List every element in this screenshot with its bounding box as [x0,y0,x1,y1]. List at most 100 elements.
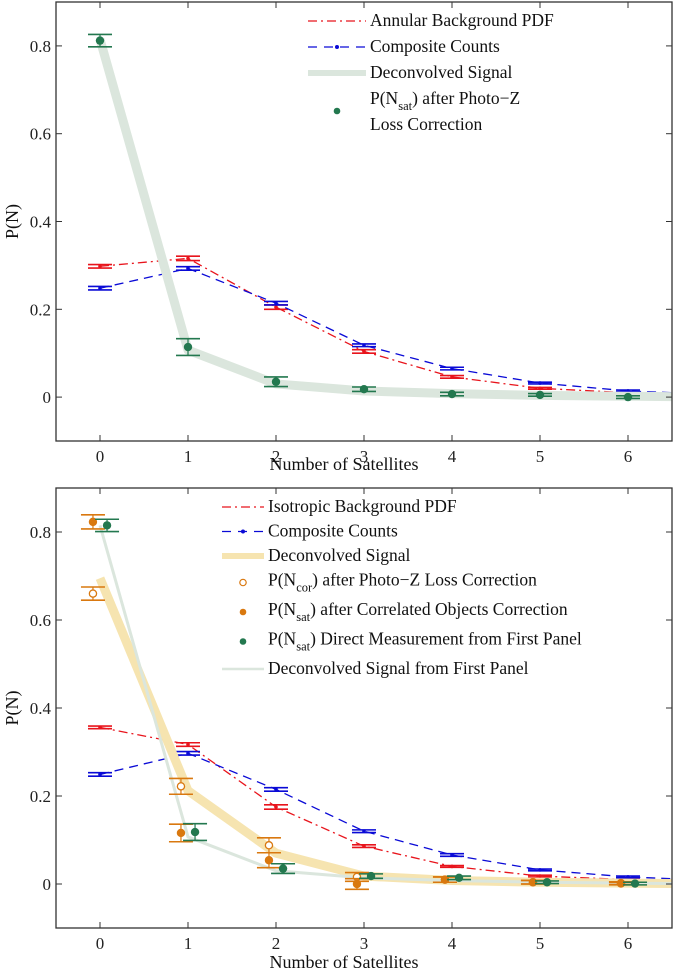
annular-background-pdf-point [186,256,190,261]
p-nsat-after-correlated-objects-correction-point [616,879,626,888]
composite-counts-line [99,752,673,880]
y-tick-label: 0.2 [30,787,51,806]
legend-label: Deconvolved Signal from First Panel [268,658,529,678]
isotropic-background-pdf-point [450,864,454,869]
y-tick-label: 0.4 [30,213,52,232]
isotropic-background-pdf-point [186,742,190,747]
top-plot-marks [88,33,673,402]
y-tick-label: 0.8 [30,523,51,542]
composite-counts-point [538,381,542,385]
legend-label: Annular Background PDF [370,10,554,30]
x-tick-label: 2 [272,934,281,953]
y-tick-label: 0 [43,388,52,407]
bottom-x-axis-title: Number of Satellites [270,952,419,972]
x-tick-label: 3 [360,447,369,466]
x-tick-label: 6 [624,447,633,466]
p-nsat-after-correlated-objects-correction-point [176,828,186,838]
y-tick-label: 0.2 [30,300,51,319]
deconvolved-signal-line [95,38,673,402]
p-nsat-after-photo-z-loss-correction-point [95,36,105,45]
p-nsat-after-photo-z-loss-correction-point [359,384,369,394]
p-nsat-after-photo-z-loss-correction-point [535,390,545,400]
x-tick-label: 3 [360,934,369,953]
p-nsat-after-correlated-objects-correction-point [528,878,538,887]
composite-counts-point [186,751,190,756]
p-nsat-after-correlated-objects-correction-point [264,856,274,865]
p-nsat-after-correlated-objects-correction-point [440,875,450,884]
annular-background-pdf-point [538,386,542,391]
composite-counts-point [98,772,102,777]
p-nsat-after-photo-z-loss-correction-point [447,389,457,399]
y-tick-label: 0 [43,875,52,894]
composite-counts-point [450,853,454,857]
legend-label: P(Nsat) Direct Measurement from First Pa… [268,629,582,654]
p-nsat-after-photo-z-loss-correction-point [271,377,281,386]
legend-swatch-blue-marker [241,529,245,534]
y-tick-label: 0.4 [30,699,52,718]
legend-swatch-blue-marker [335,45,339,49]
x-tick-label: 1 [184,447,193,466]
x-tick-label: 6 [624,934,633,953]
p-nsat-after-photo-z-loss-correction-point [183,342,193,352]
p-nsat-after-correlated-objects-correction-point [352,879,362,889]
p-ncor-after-photo-z-loss-correction-point [88,589,98,598]
composite-counts-point [98,286,102,291]
bottom-plot-marks [80,514,673,891]
legend-label-line2: Loss Correction [370,114,483,134]
top-ticks: 0 1 2 3 4 5 6 0 0.2 0.4 0.6 0.8 [30,2,672,466]
legend-label: Composite Counts [268,521,398,541]
y-tick-label: 0.6 [30,125,51,144]
legend-swatch-green-dot [239,638,247,645]
composite-counts-point [362,829,366,833]
p-nsat-direct-measurement-from-first-panel-point [102,521,112,530]
y-tick-label: 0.6 [30,611,51,630]
composite-counts-point [626,875,630,879]
x-tick-label: 2 [272,447,281,466]
x-tick-label: 4 [448,934,457,953]
isotropic-background-pdf-point [362,844,366,848]
composite-counts-point [274,301,278,305]
legend-label: P(Nsat) after Correlated Objects Correct… [268,599,568,624]
isotropic-background-pdf-point [538,874,542,878]
composite-counts-point [450,366,454,371]
legend-label: Deconvolved Signal [268,545,411,565]
composite-counts-point [274,787,278,792]
bottom-y-axis-title: P(N) [2,690,23,725]
annular-background-pdf-point [450,375,454,379]
isotropic-background-pdf-line [99,726,673,882]
bottom-ticks: 0 1 2 3 4 5 6 0 0.2 0.4 0.6 0.8 [30,488,672,953]
legend-label: Deconvolved Signal [370,62,513,82]
x-tick-label: 0 [96,934,105,953]
isotropic-background-pdf-point [274,805,278,809]
composite-counts-point [362,343,366,348]
p-nsat-after-photo-z-loss-correction-point [623,392,633,402]
x-tick-label: 1 [184,934,193,953]
p-ncor-after-photo-z-loss-correction-point [176,782,186,791]
top-y-axis-title: P(N) [2,204,23,239]
annular-background-pdf-point [362,349,366,354]
top-legend: Annular Background PDF Composite Counts De… [308,10,554,134]
composite-counts-point [538,868,542,872]
top-panel: 0 1 2 3 4 5 6 0 0.2 0.4 0.6 0.8 Number of Satellite… [2,1,673,474]
composite-counts-point [186,266,190,271]
composite-counts-line [99,267,673,394]
bottom-panel: 0 1 2 3 4 5 6 0 0.2 0.4 0.6 0.8 Number of Satellite… [2,487,673,972]
bottom-legend: Isotropic Background PDF Composite Counts… [222,496,582,678]
p-nsat-direct-measurement-from-first-panel-point [366,871,376,881]
legend-swatch-orange-open [239,578,247,587]
legend-label: P(Ncor) after Photo−Z Loss Correction [268,570,537,595]
legend-swatch-orange-filled [239,608,247,616]
x-tick-label: 0 [96,447,105,466]
x-tick-label: 5 [536,934,545,953]
legend-label: P(Nsat) after Photo−Z [370,88,520,113]
p-nsat-direct-measurement-from-first-panel-point [630,879,640,888]
p-nsat-direct-measurement-from-first-panel-point [278,864,288,873]
legend-label: Isotropic Background PDF [268,496,457,516]
x-tick-label: 5 [536,447,545,466]
top-x-axis-title: Number of Satellites [270,454,419,474]
p-nsat-direct-measurement-from-first-panel-point [190,827,200,837]
p-nsat-direct-measurement-from-first-panel-point [542,878,552,887]
p-nsat-direct-measurement-from-first-panel-point [454,873,464,883]
legend-label: Composite Counts [370,36,500,56]
